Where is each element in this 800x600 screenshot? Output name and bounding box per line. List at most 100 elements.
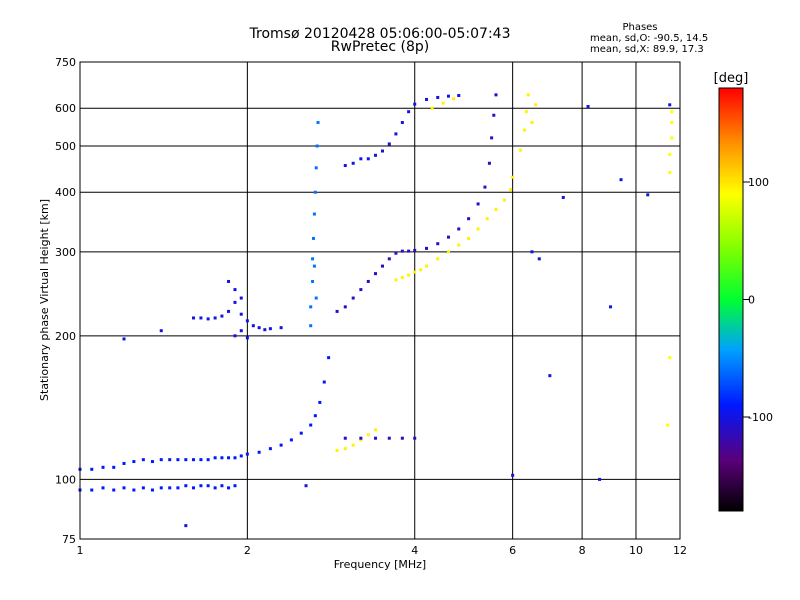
data-point xyxy=(289,438,293,442)
data-point xyxy=(176,486,180,490)
data-point xyxy=(394,251,398,255)
data-point xyxy=(619,178,623,182)
data-point xyxy=(487,161,491,165)
data-point xyxy=(359,288,363,292)
data-point xyxy=(263,328,267,332)
data-point xyxy=(176,458,180,462)
y-tick-label: 300 xyxy=(55,246,76,259)
data-point xyxy=(492,113,496,117)
data-point xyxy=(387,142,391,146)
data-point xyxy=(668,170,672,174)
data-point xyxy=(245,319,249,323)
data-point xyxy=(359,436,363,440)
data-point xyxy=(457,94,461,98)
data-point xyxy=(351,296,355,300)
data-point xyxy=(366,279,370,283)
data-point xyxy=(335,309,339,313)
data-point xyxy=(316,121,320,125)
data-point xyxy=(233,300,237,304)
data-point xyxy=(380,264,384,268)
y-tick-label: 400 xyxy=(55,186,76,199)
y-tick-label: 75 xyxy=(62,533,76,546)
data-point xyxy=(446,94,450,98)
data-point xyxy=(586,105,590,109)
colorbar-tick-label: -100 xyxy=(748,411,773,424)
data-point xyxy=(400,276,404,280)
data-point xyxy=(400,121,404,125)
data-points xyxy=(78,93,674,528)
data-point xyxy=(199,484,203,488)
data-point xyxy=(511,175,515,179)
plot-frame xyxy=(79,61,681,540)
data-point xyxy=(522,128,526,132)
data-point xyxy=(168,486,172,490)
data-point xyxy=(598,477,602,481)
data-point xyxy=(279,443,283,447)
data-point xyxy=(220,456,224,460)
phases-title: Phases xyxy=(622,22,658,33)
data-point xyxy=(668,103,672,107)
data-point xyxy=(159,486,163,490)
data-point xyxy=(524,110,528,114)
data-point xyxy=(387,436,391,440)
data-point xyxy=(304,484,308,488)
data-point xyxy=(467,236,471,240)
data-point xyxy=(233,484,237,488)
data-point xyxy=(335,448,339,452)
data-point xyxy=(609,305,613,309)
data-point xyxy=(668,356,672,360)
phases-ordinary-stats: mean, sd,O: -90.5, 14.5 xyxy=(590,33,709,44)
y-tick-label: 750 xyxy=(55,56,76,69)
data-point xyxy=(351,161,355,165)
grid-lines xyxy=(80,62,680,539)
data-point xyxy=(233,288,237,292)
data-point xyxy=(534,103,538,107)
data-point xyxy=(184,458,188,462)
data-point xyxy=(213,316,217,320)
data-point xyxy=(312,264,316,268)
data-point xyxy=(315,144,319,148)
data-point xyxy=(191,486,195,490)
data-point xyxy=(413,248,417,252)
data-point xyxy=(227,309,231,313)
data-point xyxy=(191,316,195,320)
data-point xyxy=(257,450,261,454)
data-point xyxy=(239,296,243,300)
data-point xyxy=(150,488,154,492)
data-point xyxy=(666,423,670,427)
data-point xyxy=(199,458,203,462)
data-point xyxy=(327,356,331,360)
y-axis-label: Stationary phase Virtual Height [km] xyxy=(38,199,51,401)
data-point xyxy=(359,438,363,442)
y-tick-label: 200 xyxy=(55,330,76,343)
data-point xyxy=(436,242,440,246)
data-point xyxy=(101,465,105,469)
data-point xyxy=(343,305,347,309)
data-point xyxy=(245,452,249,456)
data-point xyxy=(413,270,417,274)
data-point xyxy=(141,486,145,490)
data-point xyxy=(476,227,480,231)
data-point xyxy=(400,249,404,253)
colorbar-ticks: 100 0 -100 xyxy=(743,176,773,424)
data-point xyxy=(122,337,126,341)
data-point xyxy=(318,400,322,404)
data-point xyxy=(526,93,530,97)
data-point xyxy=(311,236,315,240)
data-point xyxy=(407,273,411,277)
data-point xyxy=(400,436,404,440)
colorbar-tick-label: 0 xyxy=(748,294,755,307)
data-point xyxy=(351,443,355,447)
data-point xyxy=(452,97,456,101)
data-point xyxy=(494,93,498,97)
data-point xyxy=(132,488,136,492)
data-point xyxy=(366,157,370,161)
data-point xyxy=(122,486,126,490)
data-point xyxy=(343,436,347,440)
data-point xyxy=(646,193,650,197)
data-point xyxy=(670,121,674,125)
y-tick-label: 600 xyxy=(55,102,76,115)
data-point xyxy=(407,249,411,253)
data-point xyxy=(313,190,317,194)
